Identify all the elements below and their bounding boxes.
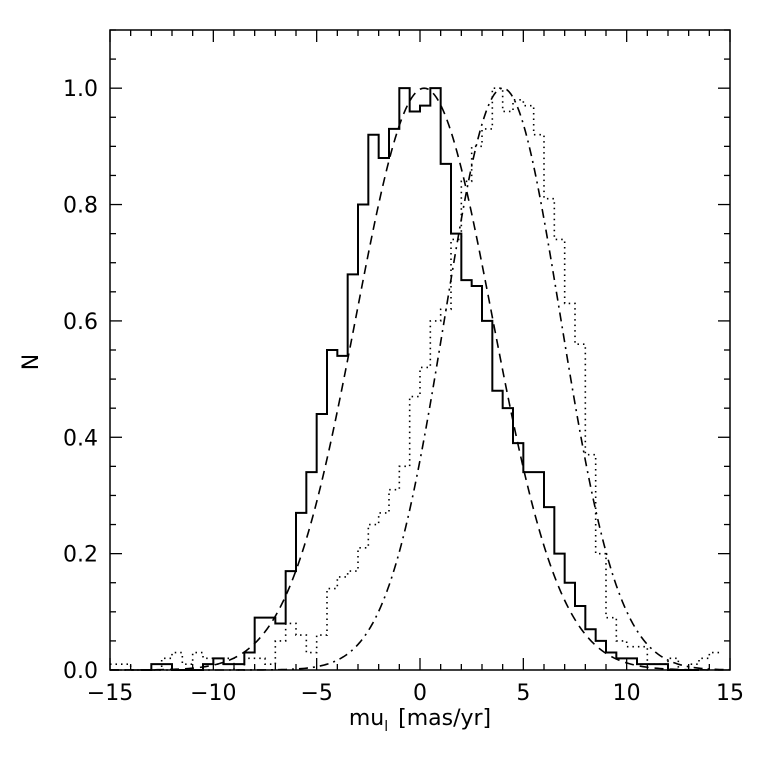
dotted-histogram-series — [110, 87, 720, 671]
x-tick-labels: −15 −10 −5 0 5 10 15 — [87, 681, 744, 706]
x-axis-title-subscript: l — [384, 719, 388, 735]
y-tick-label: 0.4 — [63, 426, 98, 451]
x-axis-title: mul [mas/yr] — [349, 706, 491, 735]
series-layer — [109, 87, 731, 671]
y-tick-label: 1.0 — [63, 77, 98, 102]
x-tick-label: −10 — [190, 681, 236, 706]
y-tick-label: 0.6 — [63, 310, 98, 335]
x-axis-title-main: mu — [349, 706, 384, 731]
x-tick-label: −5 — [300, 681, 332, 706]
y-tick-label: 0.8 — [63, 194, 98, 219]
x-tick-label: 5 — [516, 681, 530, 706]
y-tick-label: 0.2 — [63, 543, 98, 568]
y-tick-label: 0.0 — [63, 659, 98, 684]
x-tick-label: 15 — [716, 681, 744, 706]
y-tick-labels: 0.0 0.2 0.4 0.6 0.8 1.0 — [63, 77, 98, 684]
dash-dot-series — [110, 87, 731, 671]
dashed-series — [109, 87, 731, 671]
plot-frame — [109, 29, 731, 671]
x-axis-title-unit: [mas/yr] — [398, 706, 491, 731]
y-axis-title: N — [19, 354, 44, 370]
x-tick-label: 10 — [613, 681, 641, 706]
x-tick-label: 0 — [413, 681, 427, 706]
x-tick-label: −15 — [87, 681, 133, 706]
ticks — [109, 29, 731, 671]
